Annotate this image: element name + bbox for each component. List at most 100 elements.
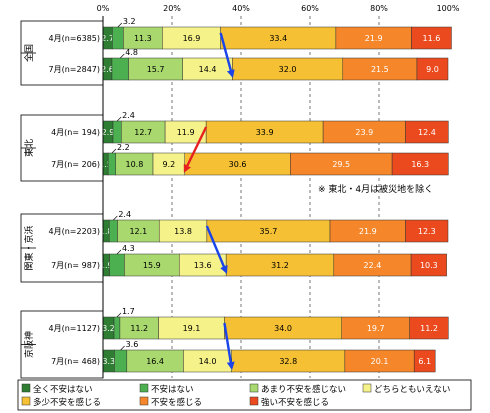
row-label: 7月(n=2847) <box>49 65 100 74</box>
legend-swatch <box>249 396 259 406</box>
bar-segment <box>108 219 118 243</box>
annotation-note: ※ 東北・4月は被災地を除く <box>318 183 433 195</box>
data-label: 29.5 <box>332 160 350 169</box>
row-label: 4月(n= 194) <box>51 128 100 137</box>
data-label: 12.1 <box>129 227 147 236</box>
data-label: 21.9 <box>365 34 383 43</box>
data-label: 19.7 <box>367 324 385 333</box>
bar-rows: 4月(n=6385) 2.7 3.2 11.3 16.9 33.4 21.9 11.6 7月(n… <box>49 17 452 373</box>
data-label: 14.4 <box>199 65 217 74</box>
legend-label: 強い不安を感じる <box>261 397 329 408</box>
data-label: 2.2 <box>117 143 130 152</box>
leader-line <box>120 53 125 59</box>
bar-segment <box>111 57 129 81</box>
x-tick-label: 60% <box>301 4 319 13</box>
x-tick-label: 0% <box>97 4 110 13</box>
data-label: 10.8 <box>125 160 143 169</box>
data-label: 11.9 <box>177 128 195 137</box>
row-label: 7月(n= 468) <box>51 357 100 366</box>
data-label: 3.2 <box>123 17 136 26</box>
data-label: 3.6 <box>126 340 139 349</box>
annotation-arrows <box>183 32 235 370</box>
legend-swatch <box>249 383 259 393</box>
bar-segment <box>411 26 452 50</box>
data-label: 34.0 <box>274 324 292 333</box>
change-arrow <box>219 32 235 78</box>
data-label: 31.2 <box>271 261 289 270</box>
x-tick-label: 100% <box>437 4 460 13</box>
data-label: 15.9 <box>143 261 161 270</box>
legend-label: どちらともいえない <box>374 385 450 395</box>
data-label: 9.2 <box>163 160 176 169</box>
data-label: 32.8 <box>279 357 297 366</box>
data-label: 2.4 <box>118 210 131 219</box>
legend-label: 全く不安はない <box>33 384 93 395</box>
leader-line <box>116 249 122 255</box>
group-label: 東北 <box>23 139 35 157</box>
group-label: 関東・京浜 <box>23 225 35 270</box>
bar-segment <box>410 253 447 277</box>
data-label: 35.7 <box>260 227 278 236</box>
data-label: 3.3 <box>102 357 115 366</box>
bar-segment <box>107 152 117 176</box>
row-label: 4月(n=6385) <box>49 34 100 43</box>
bar-segment <box>391 152 449 176</box>
data-label: 2.7 <box>101 34 114 43</box>
group-label: 京阪神 <box>23 331 35 358</box>
data-label: 9.0 <box>426 65 439 74</box>
data-label: 11.6 <box>423 34 441 43</box>
x-tick-label: 20% <box>163 4 181 13</box>
data-label: 6.1 <box>418 357 431 366</box>
bar-segment <box>409 316 449 340</box>
row-label: 4月(n=2203) <box>49 227 100 236</box>
data-label: 19.1 <box>183 324 201 333</box>
leader-line <box>113 215 118 221</box>
row-label: 4月(n=1127) <box>49 324 100 333</box>
data-label: 30.6 <box>229 160 247 169</box>
data-label: 11.3 <box>134 34 152 43</box>
legend-label: あまり不安を感じない <box>261 384 346 395</box>
bar-segment <box>112 26 124 50</box>
leader-line <box>111 148 117 154</box>
data-label: 2.6 <box>101 65 114 74</box>
legend-box <box>17 379 472 411</box>
data-label: 11.2 <box>130 324 148 333</box>
legend-swatch <box>21 396 31 406</box>
data-label: 1.7 <box>122 307 135 316</box>
leader-line <box>117 22 123 28</box>
bar-segment <box>112 120 122 144</box>
data-label: 20.1 <box>371 357 389 366</box>
legend-swatch <box>139 396 149 406</box>
bar-segment <box>413 349 436 373</box>
data-label: 1.5 <box>99 160 112 169</box>
leader-line <box>116 116 122 122</box>
legend-label: 不安を感じる <box>151 397 202 408</box>
data-label: 2.9 <box>102 128 115 137</box>
data-label: 10.3 <box>420 261 438 270</box>
data-label: 14.0 <box>199 357 217 366</box>
bar-segment <box>416 57 449 81</box>
group-label: 全国 <box>23 44 35 62</box>
data-label: 13.8 <box>174 227 192 236</box>
data-label: 1.8 <box>100 227 113 236</box>
change-arrow <box>223 322 235 370</box>
data-label: 23.9 <box>355 128 373 137</box>
legend-swatch <box>139 383 149 393</box>
data-label: 2.4 <box>122 111 135 120</box>
data-label: 4.3 <box>122 244 135 253</box>
data-label: 1.9 <box>100 261 113 270</box>
data-label: 16.4 <box>146 357 164 366</box>
bar-segment <box>114 349 128 373</box>
data-label: 12.4 <box>418 128 436 137</box>
data-label: 16.9 <box>183 34 201 43</box>
data-label: 3.2 <box>102 324 115 333</box>
data-label: 15.7 <box>147 65 165 74</box>
data-label: 16.3 <box>411 160 429 169</box>
data-label: 22.4 <box>364 261 382 270</box>
leader-line <box>116 312 122 318</box>
bar-segment <box>109 253 125 277</box>
row-label: 7月(n= 987) <box>51 261 100 270</box>
bar-segment <box>405 120 449 144</box>
